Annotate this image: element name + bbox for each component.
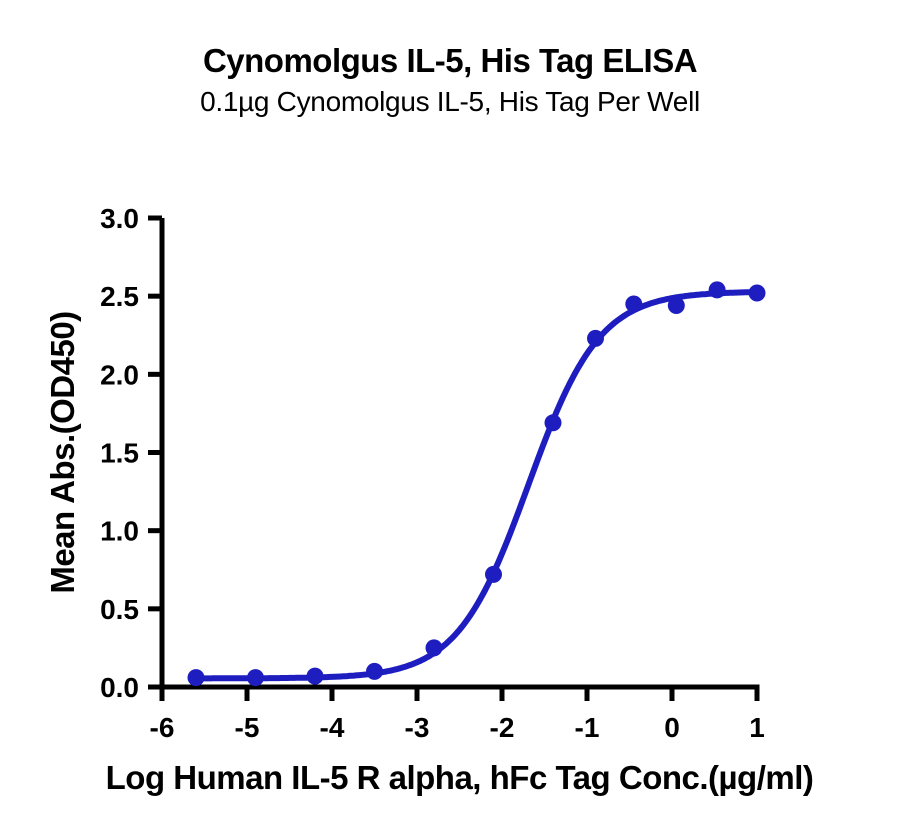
y-tick-label: 0.0 bbox=[100, 672, 139, 703]
y-tick-label: 1.5 bbox=[100, 438, 139, 469]
x-tick-label: 0 bbox=[664, 712, 680, 743]
y-tick-label: 1.0 bbox=[100, 516, 139, 547]
data-point bbox=[485, 565, 502, 583]
data-point bbox=[748, 284, 766, 302]
chart-title: Cynomolgus IL-5, His Tag ELISA bbox=[202, 42, 698, 79]
y-tick-label: 2.0 bbox=[100, 359, 139, 390]
data-point bbox=[366, 662, 383, 680]
data-point bbox=[708, 281, 726, 299]
data-point bbox=[544, 414, 562, 432]
x-tick-label: -6 bbox=[150, 712, 175, 743]
x-tick-label: -5 bbox=[235, 712, 260, 743]
fit-curve bbox=[193, 289, 760, 682]
y-tick-label: 3.0 bbox=[100, 203, 139, 234]
y-tick-label: 2.5 bbox=[100, 281, 139, 312]
x-tick-label: -3 bbox=[405, 712, 430, 743]
data-point bbox=[306, 667, 324, 685]
x-tick-label: -2 bbox=[490, 712, 515, 743]
data-point bbox=[667, 297, 685, 314]
data-point bbox=[625, 295, 643, 313]
x-tick-label: -1 bbox=[575, 712, 600, 743]
chart-subtitle: 0.1µg Cynomolgus IL-5, His Tag Per Well bbox=[200, 86, 700, 117]
x-axis-title: Log Human IL-5 R alpha, hFc Tag Conc.(µg… bbox=[106, 759, 814, 796]
data-point bbox=[587, 329, 604, 347]
y-tick-label: 0.5 bbox=[100, 594, 139, 625]
data-point bbox=[187, 669, 205, 687]
data-point bbox=[425, 639, 443, 657]
x-tick-label: -4 bbox=[320, 712, 345, 743]
data-point bbox=[247, 669, 264, 687]
x-tick-label: 1 bbox=[749, 712, 765, 743]
y-axis-title: Mean Abs.(OD450) bbox=[44, 311, 81, 593]
